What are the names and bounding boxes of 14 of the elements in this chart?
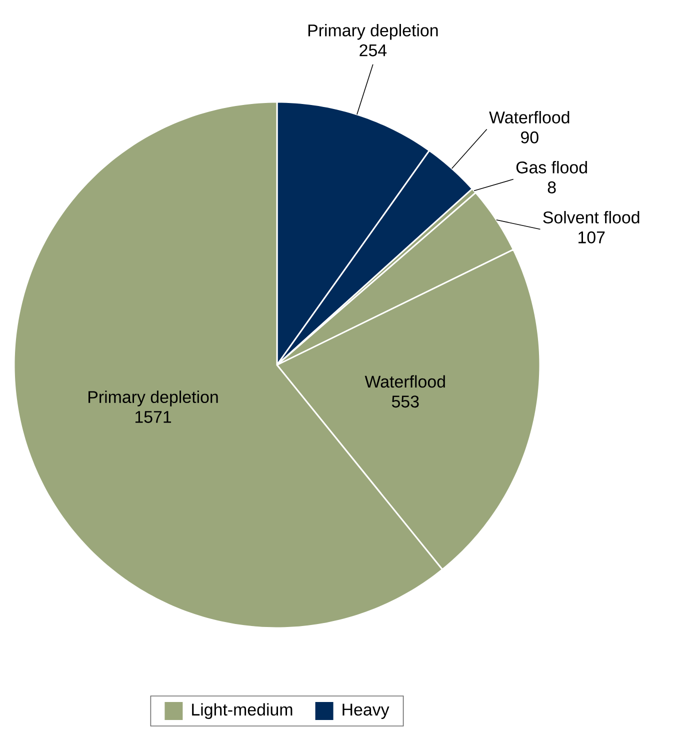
data-label: 90 — [521, 131, 538, 144]
text: Light-medium — [192, 703, 292, 719]
slice-label: Waterflood — [364, 375, 445, 388]
data-label: 8 — [548, 181, 556, 194]
slice-label: Gas flood — [516, 161, 587, 174]
data-label: 1571 — [135, 411, 172, 423]
slice-label: Primary depletion — [88, 390, 218, 406]
data-label: 107 — [578, 231, 605, 244]
slice-label: Solvent flood — [543, 211, 640, 224]
data-label: 553 — [392, 396, 419, 408]
slice-label: Primary depletion — [308, 24, 438, 40]
text: Heavy — [342, 704, 390, 719]
data-label: 254 — [360, 44, 387, 56]
slice-label: Waterflood — [489, 111, 570, 124]
